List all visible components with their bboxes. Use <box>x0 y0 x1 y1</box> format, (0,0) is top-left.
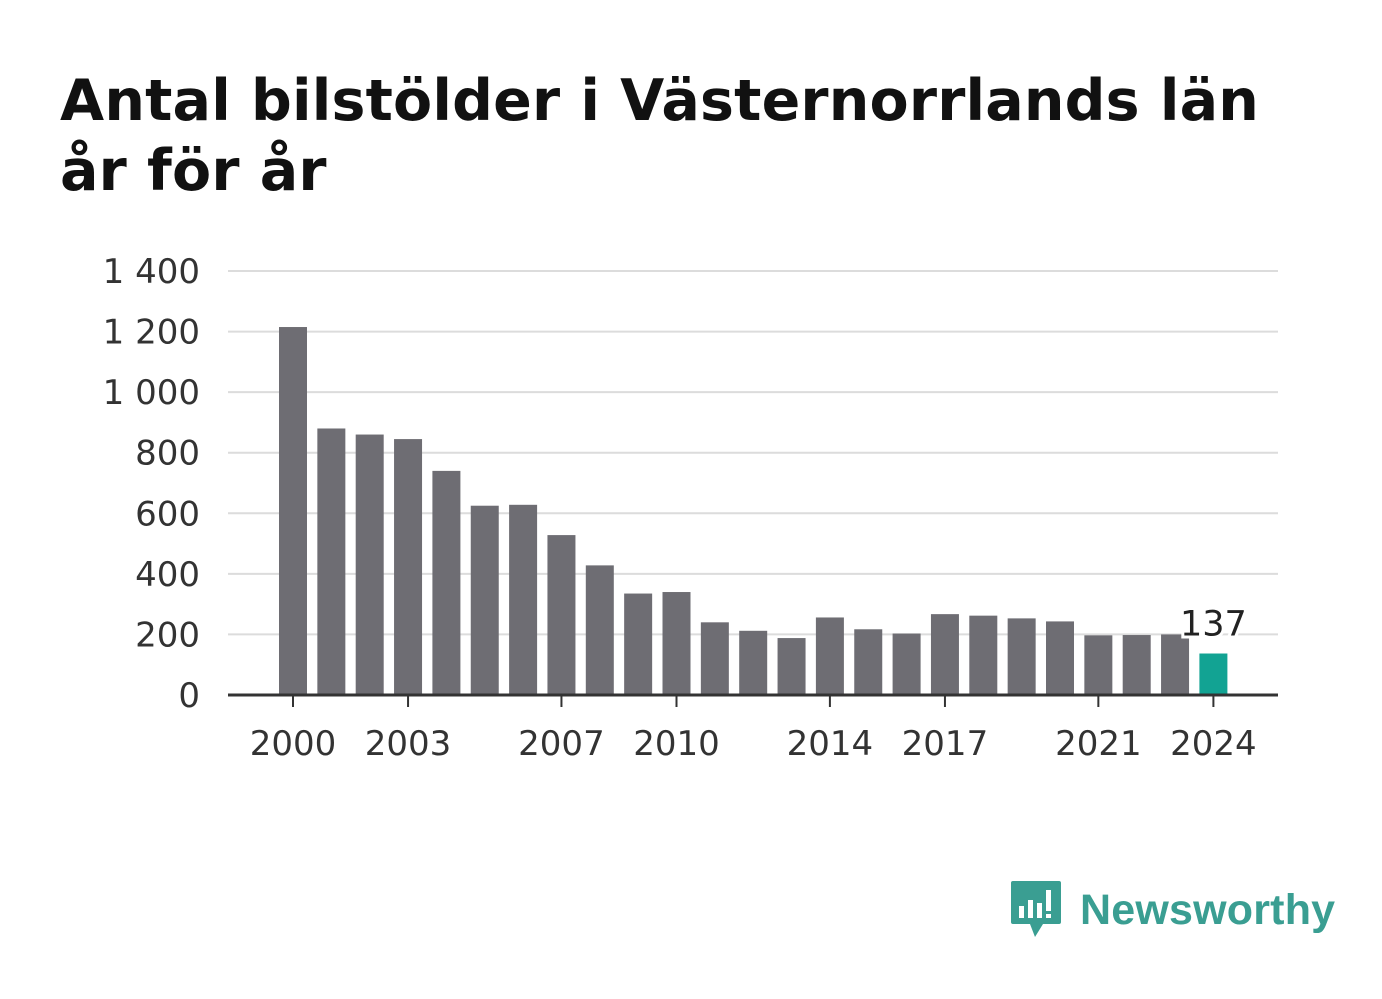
bar-2018 <box>969 615 998 695</box>
bar-2008 <box>585 565 614 695</box>
x-tick-label: 2024 <box>1170 724 1257 764</box>
axes <box>228 693 1278 707</box>
y-tick-label: 1 000 <box>103 373 200 413</box>
x-tick-label: 2017 <box>902 724 989 764</box>
y-tick-label: 1 400 <box>103 252 200 292</box>
bar-2017 <box>930 614 959 695</box>
bar-2021 <box>1084 635 1113 695</box>
bar-2004 <box>432 470 461 695</box>
brand-name: Newsworthy <box>1080 885 1336 934</box>
bar-2000 <box>279 327 307 695</box>
bar-2022 <box>1122 635 1151 695</box>
bar-chart: 0 200 400 600 800 1 000 1 200 1 400 2000 2003 2007… <box>103 252 1278 764</box>
bar-2009 <box>624 593 653 695</box>
x-tick-label: 2021 <box>1055 724 1142 764</box>
y-tick-label: 200 <box>135 615 200 655</box>
newsworthy-bar-chart-speech-bubble-icon <box>1011 881 1061 937</box>
bar-2002 <box>355 434 384 695</box>
chart-title: Antal bilstölder i Västernorrlands län å… <box>60 68 1260 204</box>
bar-2015 <box>854 629 883 695</box>
x-tick-label: 2003 <box>365 724 452 764</box>
y-tick-label: 600 <box>135 494 200 534</box>
bar-2019 <box>1007 618 1036 695</box>
y-tick-label: 800 <box>135 434 200 474</box>
bar-2005 <box>470 505 499 695</box>
bar-2003 <box>394 439 423 695</box>
bar-2011 <box>700 622 729 695</box>
bar-2006 <box>509 504 538 695</box>
bar-2020 <box>1046 621 1074 695</box>
gridlines <box>228 270 1278 636</box>
bar-2010 <box>662 592 691 695</box>
y-tick-label: 0 <box>178 676 200 716</box>
y-tick-label: 1 200 <box>103 313 200 353</box>
bar-2001 <box>317 428 346 695</box>
labels: 0 200 400 600 800 1 000 1 200 1 400 2000 2003 2007… <box>103 252 1257 764</box>
data-label-137: 137 <box>1180 605 1247 645</box>
bar-2024 <box>1199 653 1228 695</box>
brand-logo[interactable]: Newsworthy <box>1010 878 1335 942</box>
y-tick-label: 400 <box>135 555 200 595</box>
x-tick-label: 2000 <box>250 724 337 764</box>
bar-2012 <box>739 630 768 695</box>
bars <box>279 327 1228 695</box>
bar-2014 <box>815 617 844 695</box>
bar-2007 <box>547 535 576 695</box>
bar-2016 <box>892 633 921 695</box>
x-tick-label: 2007 <box>518 724 605 764</box>
x-tick-label: 2010 <box>633 724 720 764</box>
bar-2013 <box>777 638 806 695</box>
bar-2023 <box>1161 634 1190 695</box>
x-tick-label: 2014 <box>787 724 874 764</box>
